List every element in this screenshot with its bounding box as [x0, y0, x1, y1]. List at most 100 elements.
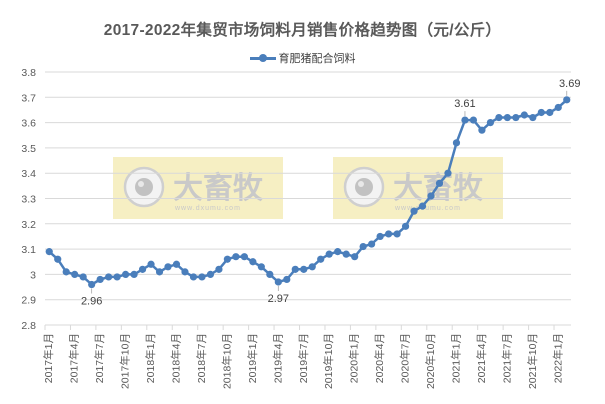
- data-point: [257, 263, 265, 271]
- y-tick-label: 3.8: [21, 67, 36, 79]
- y-tick-label: 3.2: [21, 219, 36, 231]
- data-point: [105, 273, 113, 281]
- x-tick-label: 2020年10月: [424, 333, 437, 389]
- data-point: [223, 255, 232, 263]
- data-point: [334, 248, 342, 256]
- x-tick-label: 2021年7月: [500, 333, 513, 383]
- data-point: [554, 103, 562, 112]
- data-point: [368, 240, 376, 248]
- data-point: [308, 263, 316, 271]
- watermark-brand: 大畜牧: [393, 171, 484, 205]
- data-point: [359, 242, 367, 251]
- x-tick-label: 2017年4月: [68, 333, 81, 383]
- watermark-brand: 大畜牧: [173, 171, 264, 205]
- data-point: [486, 119, 495, 127]
- data-point: [249, 258, 257, 266]
- data-point: [79, 273, 87, 281]
- data-point: [138, 265, 147, 273]
- data-point: [274, 278, 282, 286]
- y-tick-label: 2.9: [21, 295, 36, 307]
- data-point: [427, 192, 435, 200]
- data-point: [96, 275, 104, 284]
- data-point: [88, 280, 96, 289]
- data-point: [215, 265, 223, 273]
- data-point: [240, 253, 248, 261]
- data-point: [401, 222, 410, 230]
- data-point: [62, 268, 70, 276]
- x-tick-label: 2021年1月: [449, 333, 462, 383]
- chart-title: 2017-2022年集贸市场饲料月销售价格趋势图（元/公斤）: [103, 22, 502, 39]
- data-point: [342, 250, 350, 258]
- x-tick-label: 2021年4月: [475, 333, 488, 383]
- chart-legend: 育肥猪配合饲料: [0, 50, 605, 66]
- data-point: [520, 111, 528, 119]
- y-tick-label: 2.8: [21, 320, 36, 332]
- x-tick-label: 2022年1月: [551, 333, 564, 383]
- data-point: [384, 230, 393, 238]
- data-point: [495, 113, 503, 122]
- data-point: [317, 255, 325, 263]
- y-tick-label: 3.6: [21, 118, 36, 130]
- x-tick-label: 2018年1月: [144, 333, 157, 383]
- data-point: [155, 268, 164, 276]
- data-point: [478, 126, 486, 134]
- data-point: [147, 260, 155, 268]
- data-point: [189, 273, 198, 281]
- data-point: [469, 116, 478, 124]
- data-point: [45, 248, 53, 256]
- data-point: [537, 108, 545, 117]
- data-point: [232, 253, 240, 261]
- data-point: [206, 270, 215, 278]
- y-tick-label: 3.5: [21, 143, 36, 155]
- data-point: [130, 270, 138, 278]
- data-point: [529, 113, 537, 122]
- y-tick-label: 3.4: [21, 168, 36, 180]
- x-tick-label: 2018年7月: [195, 333, 208, 383]
- data-point: [172, 260, 181, 268]
- data-point: [376, 232, 384, 241]
- data-point: [393, 230, 401, 238]
- data-point: [418, 202, 427, 210]
- legend-label: 育肥猪配合饲料: [278, 53, 356, 65]
- data-point: [444, 169, 452, 177]
- x-tick-label: 2019年10月: [322, 333, 335, 389]
- x-tick-label: 2017年1月: [42, 333, 55, 383]
- data-point: [54, 255, 62, 263]
- data-point: [291, 265, 299, 273]
- y-tick-label: 3.3: [21, 194, 36, 206]
- data-label: 3.69: [559, 78, 580, 90]
- x-tick-label: 2019年7月: [297, 333, 310, 383]
- data-label: 3.61: [454, 98, 475, 110]
- x-tick-label: 2020年7月: [399, 333, 412, 383]
- data-point: [181, 268, 189, 276]
- x-tick-label: 2017年10月: [119, 333, 132, 389]
- x-tick-label: 2017年7月: [93, 333, 106, 383]
- data-point: [546, 108, 554, 117]
- watermark-url: www.dxumu.com: [174, 205, 241, 212]
- data-point: [198, 273, 206, 281]
- data-point: [164, 263, 172, 271]
- data-point: [121, 270, 130, 278]
- x-tick-label: 2018年4月: [170, 333, 183, 383]
- data-point: [435, 179, 444, 187]
- data-point: [71, 270, 79, 278]
- data-point: [461, 116, 469, 124]
- data-point: [325, 250, 333, 258]
- data-point: [410, 207, 418, 215]
- data-point: [452, 139, 461, 147]
- data-point: [563, 96, 571, 104]
- x-tick-label: 2019年4月: [271, 333, 284, 383]
- data-label: 2.96: [81, 296, 102, 308]
- data-label: 2.97: [268, 293, 289, 305]
- x-tick-label: 2021年10月: [526, 333, 539, 389]
- x-tick-label: 2020年1月: [348, 333, 361, 383]
- data-point: [300, 265, 308, 273]
- data-point: [113, 273, 121, 281]
- data-point: [503, 113, 511, 122]
- legend-marker-icon: [249, 54, 276, 62]
- y-tick-label: 3: [30, 269, 36, 281]
- data-point: [351, 253, 359, 261]
- x-tick-label: 2019年1月: [246, 333, 259, 383]
